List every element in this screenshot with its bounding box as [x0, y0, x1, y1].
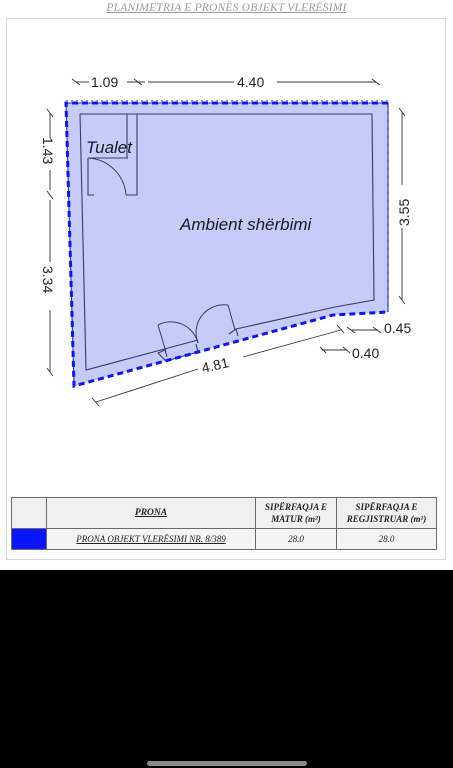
- legend-header-prona: PRONA: [46, 497, 256, 529]
- dim-top-left: 1.09: [91, 74, 118, 90]
- legend-color-swatch: [11, 528, 47, 550]
- legend-header-matur: SIPËRFAQJA E MATUR (m²): [255, 497, 337, 529]
- boundary-dashes: [64, 101, 389, 388]
- legend-area-measured: 28.0: [255, 528, 337, 550]
- legend-table: PRONA SIPËRFAQJA E MATUR (m²) SIPËRFAQJA…: [11, 497, 437, 550]
- legend-header-blank: [11, 497, 47, 529]
- dim-left-lower: 3.34: [40, 266, 56, 293]
- dim-left-upper: 1.43: [40, 137, 56, 164]
- legend-header-regjistruar: SIPËRFAQJA E REGJISTRUAR (m²): [336, 497, 437, 529]
- document-page: PLANIMETRIA E PRONËS OBJEKT VLERËSIMI: [0, 0, 453, 570]
- blue-swatch: [12, 529, 46, 549]
- dim-right: 3.55: [396, 199, 412, 226]
- dim-bottom: 4.81: [200, 354, 230, 376]
- legend-area-registered: 28.0: [336, 528, 437, 550]
- floor-plan: 1.09 4.40 1.43 3.34 3.55 4.81 0.45 0.40 …: [40, 74, 412, 407]
- dimension-lines: [46, 78, 406, 407]
- dim-step-b: 0.40: [352, 345, 379, 361]
- legend-row: PRONA OBJEKT VLERËSIMI NR. 8/389 28.0 28…: [11, 528, 437, 550]
- page-frame: [6, 18, 446, 560]
- plan-title: PLANIMETRIA E PRONËS OBJEKT VLERËSIMI: [106, 2, 347, 14]
- dim-step-a: 0.45: [384, 320, 411, 336]
- home-indicator[interactable]: [147, 761, 307, 766]
- room-label-ambient: Ambient shërbimi: [179, 215, 313, 234]
- legend-prona-name: PRONA OBJEKT VLERËSIMI NR. 8/389: [46, 528, 256, 550]
- legend-header-row: PRONA SIPËRFAQJA E MATUR (m²) SIPËRFAQJA…: [11, 497, 437, 529]
- door-swings: [87, 157, 236, 353]
- dim-top-main: 4.40: [237, 74, 264, 90]
- room-label-tualet: Tualet: [86, 138, 133, 157]
- floor-fill: [66, 103, 388, 386]
